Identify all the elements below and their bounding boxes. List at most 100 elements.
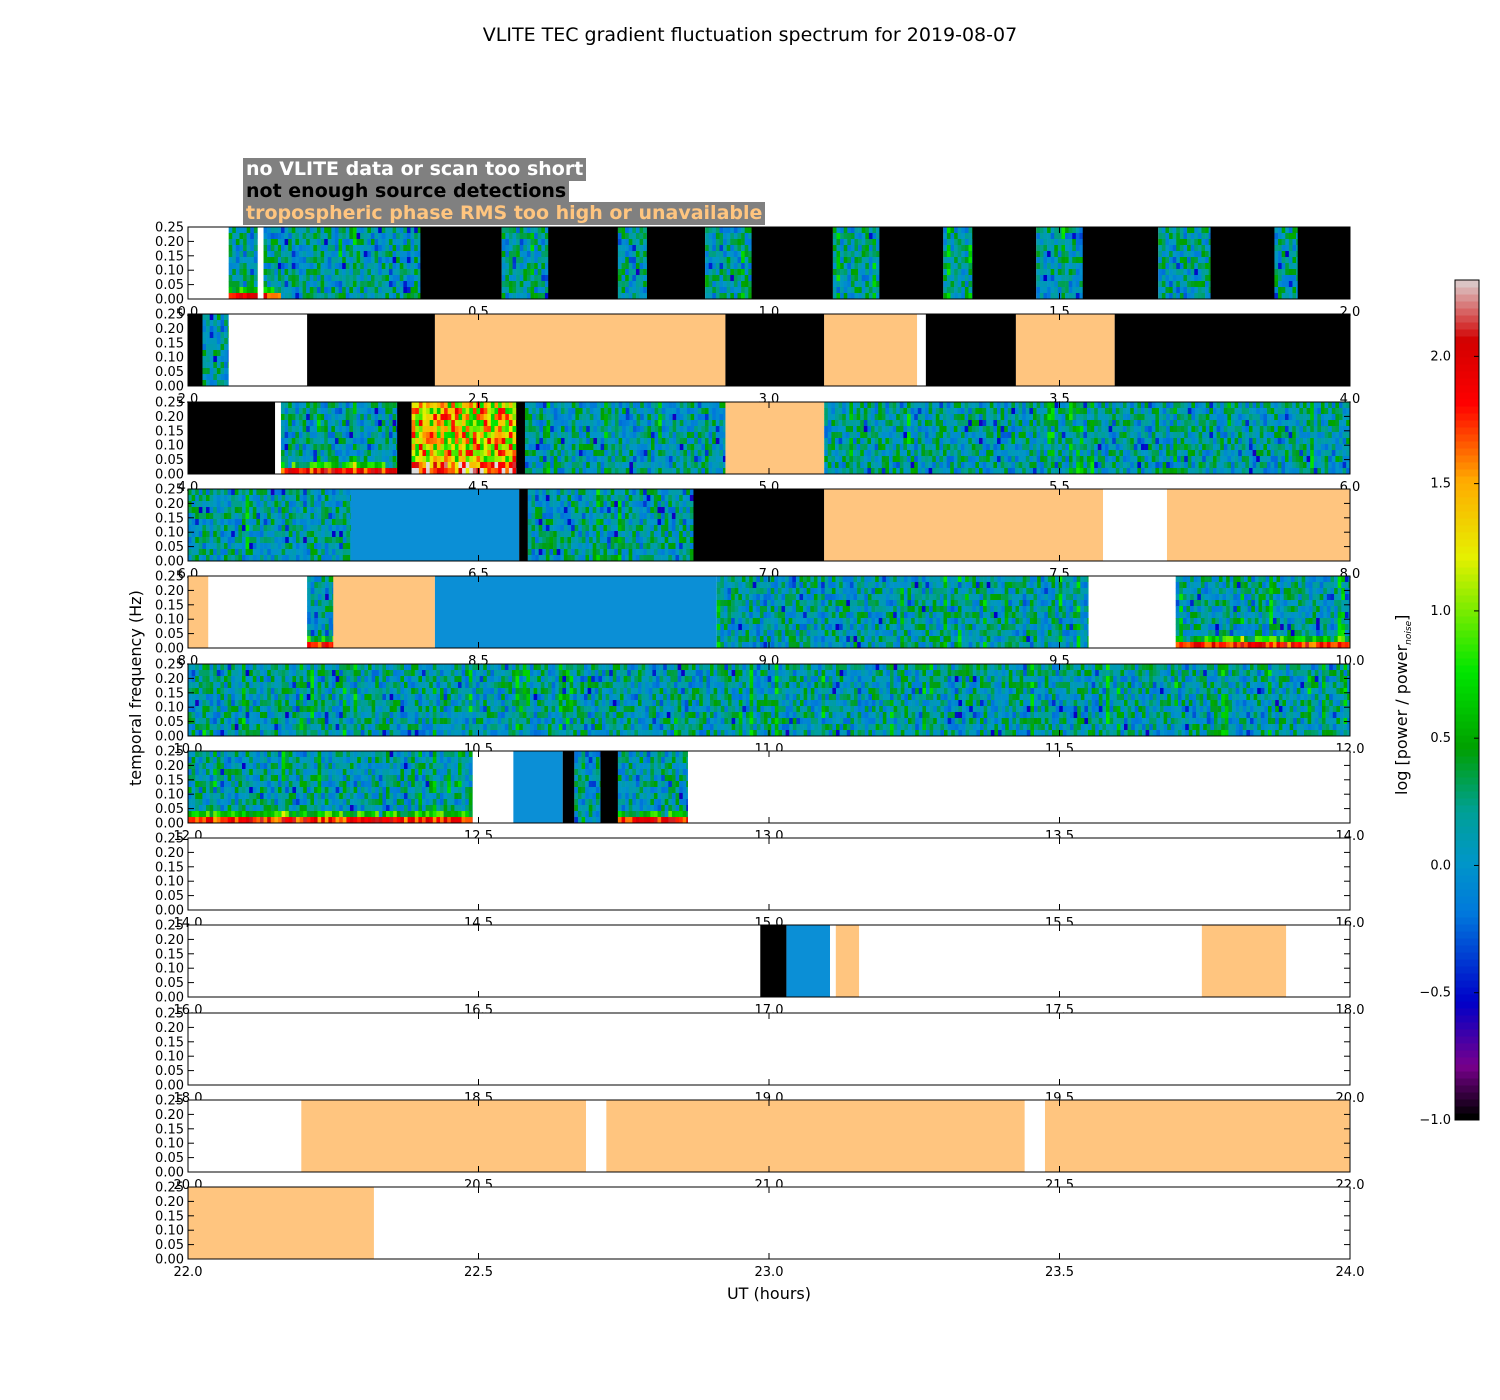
spectrum-cell — [896, 420, 901, 427]
spectrum-cell — [856, 456, 861, 463]
spectrum-cell — [676, 432, 681, 439]
spectrum-cell — [1238, 450, 1243, 457]
spectrum-cell — [320, 426, 325, 433]
spectrum-cell — [295, 263, 300, 270]
spectrum-cell — [950, 456, 955, 463]
spectrum-cell — [640, 432, 645, 439]
spectrum-cell — [1278, 245, 1282, 252]
spectrum-cell — [1119, 420, 1124, 427]
spectrum-cell — [586, 420, 591, 427]
spectrum-cell — [508, 432, 513, 439]
spectrum-cell — [516, 263, 521, 270]
spectrum-cell — [863, 402, 868, 409]
spectrum-cell — [550, 402, 555, 409]
spectrum-cell — [975, 462, 980, 469]
legend-not-enough-detections: not enough source detections — [243, 180, 570, 203]
spectrum-cell — [370, 420, 375, 427]
spectrum-cell — [741, 269, 745, 276]
spectrum-cell — [1039, 257, 1044, 264]
spectrum-cell — [647, 402, 652, 409]
spectrum-cell — [342, 444, 347, 451]
spectrum-cell — [385, 275, 390, 282]
spectrum-cell — [532, 402, 537, 409]
spectrum-cell — [582, 468, 587, 475]
spectrum-cell — [854, 293, 859, 300]
spectrum-cell — [417, 275, 421, 282]
spectrum-cell — [834, 426, 839, 433]
spectrum-cell — [385, 438, 390, 445]
spectrum-cell — [539, 438, 544, 445]
spectrum-cell — [712, 257, 717, 264]
spectrum-cell — [399, 275, 404, 282]
spectrum-cell — [1205, 293, 1209, 300]
spectrum-cell — [564, 420, 569, 427]
spectrum-cell — [267, 239, 272, 246]
spectrum-cell — [216, 344, 221, 351]
spectrum-cell — [1061, 245, 1066, 252]
spectrum-cell — [611, 420, 616, 427]
spectrum-cell — [298, 432, 303, 439]
spectrum-cell — [309, 462, 314, 469]
spectrum-cell — [1007, 438, 1012, 445]
spectrum-cell — [611, 456, 616, 463]
spectrum-cell — [975, 444, 980, 451]
spectrum-cell — [1083, 468, 1088, 475]
spectrum-cell — [422, 450, 427, 457]
spectrum-cell — [932, 420, 937, 427]
spectrum-cell — [564, 444, 569, 451]
spectrum-cell — [701, 426, 706, 433]
spectrum-cell — [1187, 414, 1192, 421]
spectrum-cell — [331, 414, 336, 421]
spectrum-cell — [302, 450, 307, 457]
spectrum-cell — [715, 239, 720, 246]
spectrum-cell — [228, 227, 233, 234]
spectrum-cell — [708, 269, 713, 276]
spectrum-cell — [643, 462, 648, 469]
spectrum-cell — [274, 281, 279, 288]
spectrum-cell — [345, 233, 350, 240]
spectrum-cell — [1263, 402, 1268, 409]
spectrum-cell — [1252, 402, 1257, 409]
spectrum-cell — [847, 275, 852, 282]
spectrum-cell — [643, 227, 648, 234]
spectrum-cell — [868, 263, 873, 270]
spectrum-cell — [730, 251, 735, 258]
spectrum-cell — [1284, 456, 1289, 463]
spectrum-cell — [1126, 450, 1131, 457]
spectrum-cell — [1288, 257, 1293, 264]
spectrum-cell — [1223, 450, 1228, 457]
spectrum-cell — [1068, 420, 1073, 427]
spectrum-cell — [925, 414, 929, 421]
spectrum-cell — [352, 438, 357, 445]
spectrum-cell — [472, 426, 477, 433]
spectrum-cell — [1191, 420, 1196, 427]
spectrum-cell — [914, 414, 919, 421]
spectrum-cell — [331, 293, 336, 300]
spectrum-cell — [216, 362, 221, 369]
spectrum-cell — [284, 257, 289, 264]
spectrum-cell — [334, 462, 339, 469]
spectrum-cell — [1036, 438, 1041, 445]
spectrum-cell — [1220, 420, 1225, 427]
spectrum-cell — [885, 456, 890, 463]
spectrum-cell — [850, 263, 855, 270]
spectrum-cell — [842, 420, 847, 427]
y-tick-label: 0.10 — [155, 351, 184, 366]
spectrum-cell — [1259, 420, 1264, 427]
spectrum-cell — [1151, 462, 1156, 469]
spectrum-cell — [331, 420, 336, 427]
spectrum-cell — [1296, 293, 1299, 300]
spectrum-cell — [1047, 408, 1052, 415]
spectrum-cell — [224, 338, 229, 345]
spectrum-cell — [1033, 462, 1037, 469]
spectrum-cell — [564, 414, 569, 421]
spectrum-cell — [541, 275, 546, 282]
spectrum-cell — [1176, 456, 1181, 463]
spectrum-cell — [665, 414, 670, 421]
spectrum-cell — [356, 468, 361, 475]
spectrum-cell — [523, 227, 528, 234]
spectrum-cell — [925, 420, 929, 427]
spectrum-cell — [737, 233, 742, 240]
spectrum-cell — [733, 251, 738, 258]
spectrum-cell — [954, 233, 958, 240]
